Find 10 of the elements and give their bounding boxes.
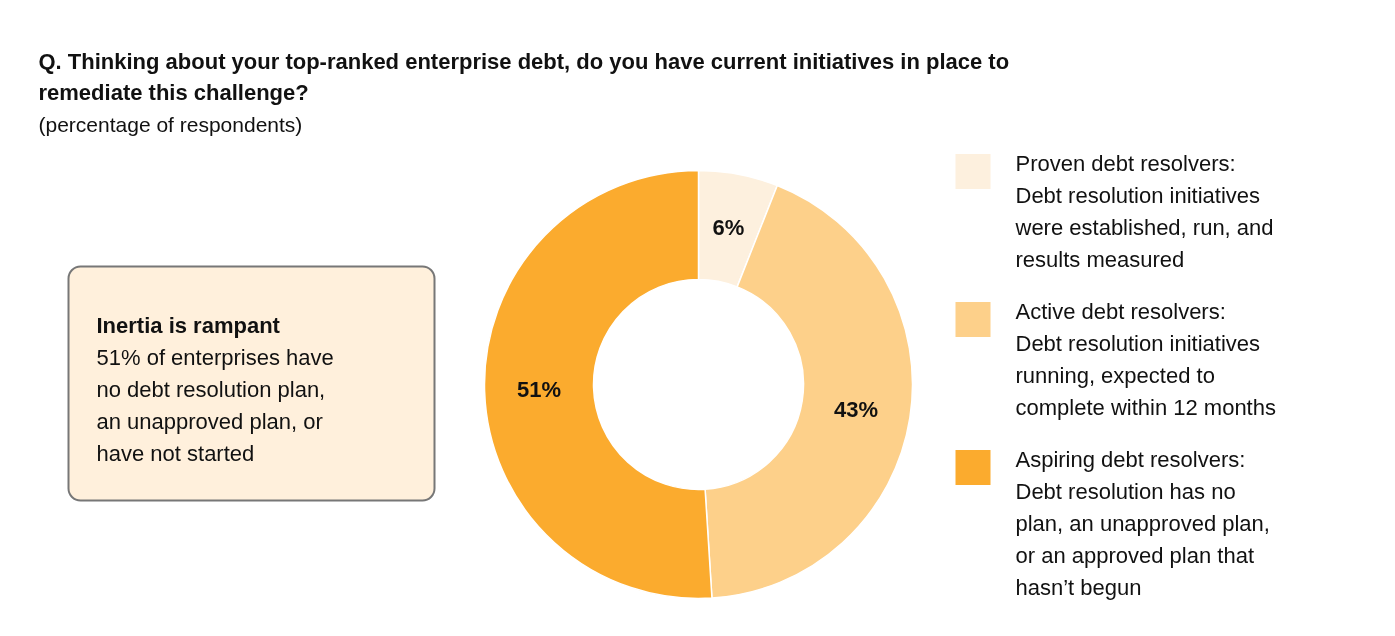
legend-label: Aspiring debt resolvers: Debt resolution has no plan, an unapproved plan, or an approved plan that hasn’t begun — [1015, 446, 1270, 600]
text: 51% of enterprises have no debt resolution plan, an unapproved plan, or have not started — [96, 344, 334, 466]
text: Inertia is rampant — [96, 312, 281, 338]
chart-title: Q. Thinking about your top-ranked enterprise debt, do you have current initiatives in place to remediate this challenge? — [38, 48, 1010, 105]
legend-label: Active debt resolvers: Debt resolution initiatives running, expected to complete within 12 months — [1015, 298, 1276, 420]
data-label: 51% — [517, 377, 562, 403]
legend-label: Proven debt resolvers: Debt resolution initiatives were established, run, and results measured — [1014, 150, 1274, 272]
text: (percentage of respondents) — [38, 112, 303, 136]
data-label: 43% — [834, 396, 879, 422]
data-label: 6% — [712, 215, 745, 241]
